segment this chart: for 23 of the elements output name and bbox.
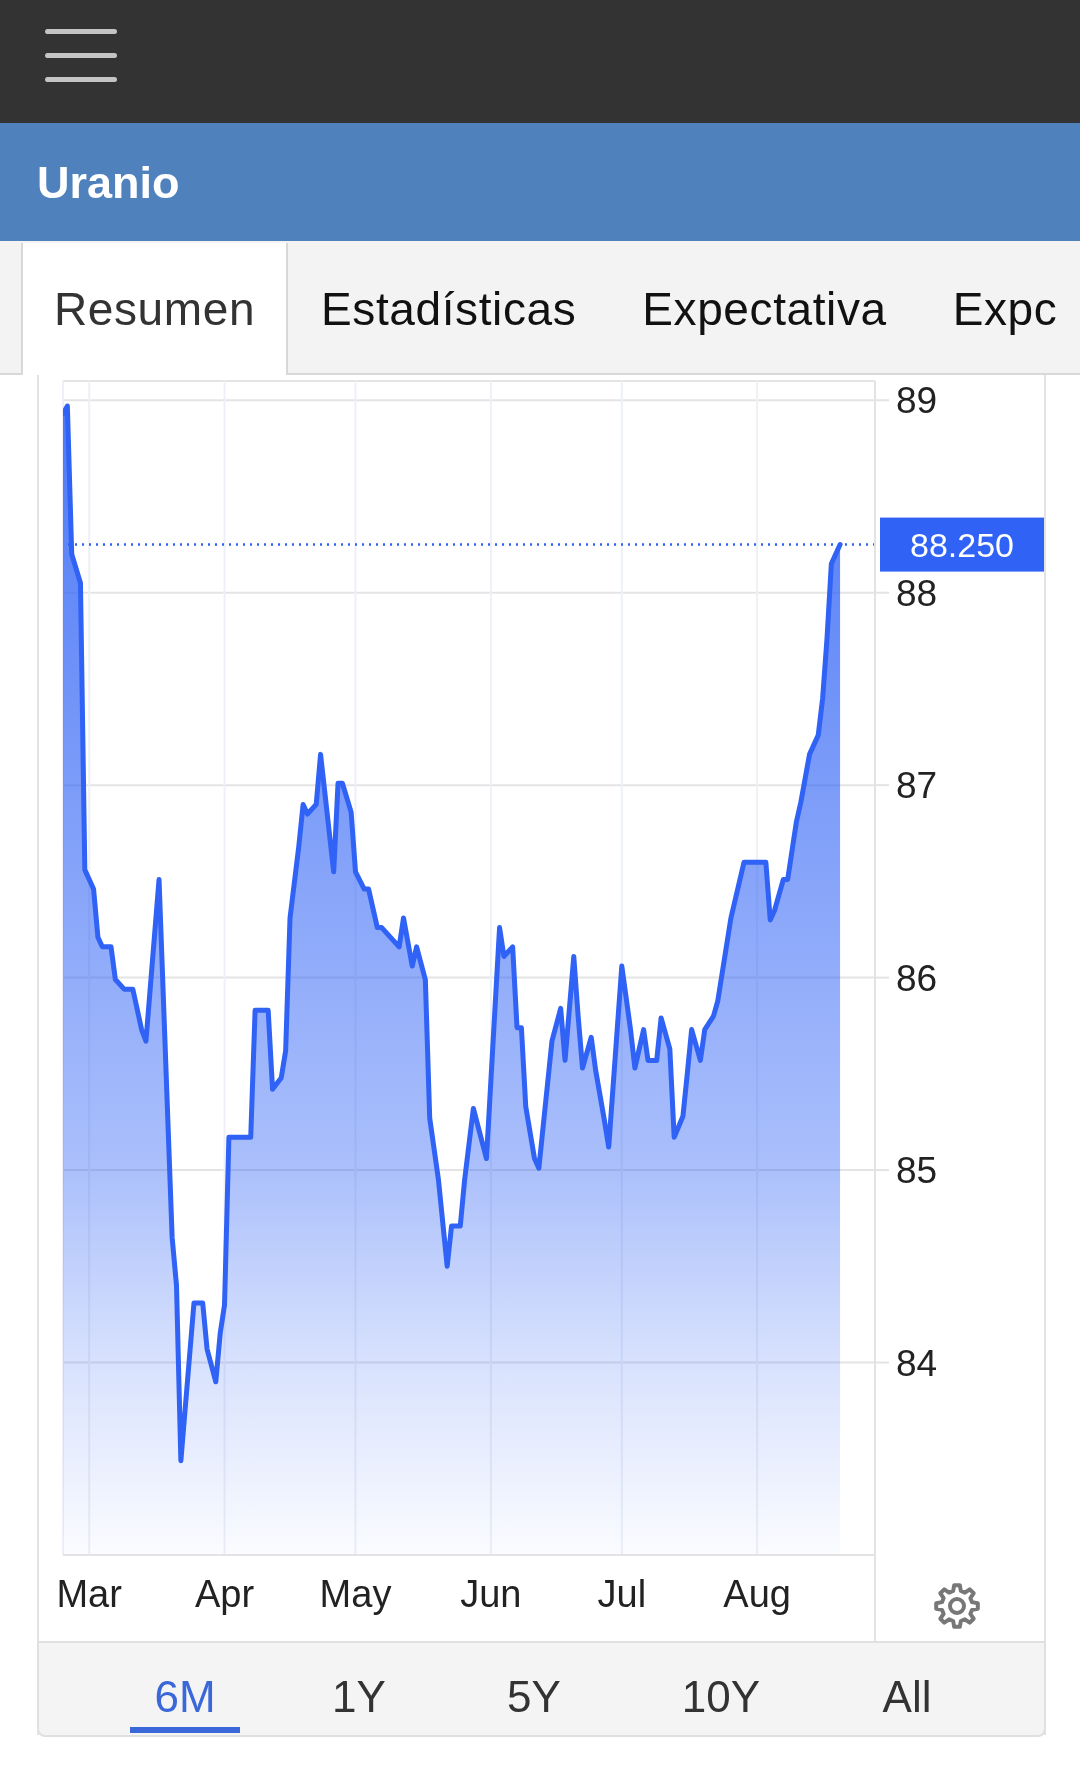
ref-line-label: 88.250 <box>910 525 1014 564</box>
text: Expectativa <box>642 283 887 335</box>
text: All <box>882 1672 932 1721</box>
x-tick-label: Mar <box>56 1572 123 1615</box>
text: Estadísticas <box>321 283 577 335</box>
y-tick-label: 88 <box>896 572 938 614</box>
text: 6M <box>154 1672 216 1721</box>
x-tick-label: Jul <box>597 1572 647 1615</box>
y-tick-label: 84 <box>896 1342 938 1384</box>
x-tick-label: May <box>319 1572 392 1615</box>
y-tick-label: 85 <box>896 1150 938 1192</box>
text: Expc <box>952 283 1058 335</box>
text: 1Y <box>332 1672 386 1721</box>
y-tick-label: 87 <box>896 765 938 807</box>
text: 5Y <box>507 1672 561 1721</box>
text: 10Y <box>681 1672 761 1721</box>
y-tick-label: 86 <box>896 957 938 999</box>
y-tick-label: 89 <box>896 380 938 422</box>
text: Resumen <box>54 283 256 335</box>
x-tick-label: Jun <box>460 1572 522 1615</box>
chart-title: Uranio <box>37 157 180 208</box>
x-tick-label: Aug <box>723 1572 791 1615</box>
x-tick-label: Apr <box>194 1572 255 1615</box>
